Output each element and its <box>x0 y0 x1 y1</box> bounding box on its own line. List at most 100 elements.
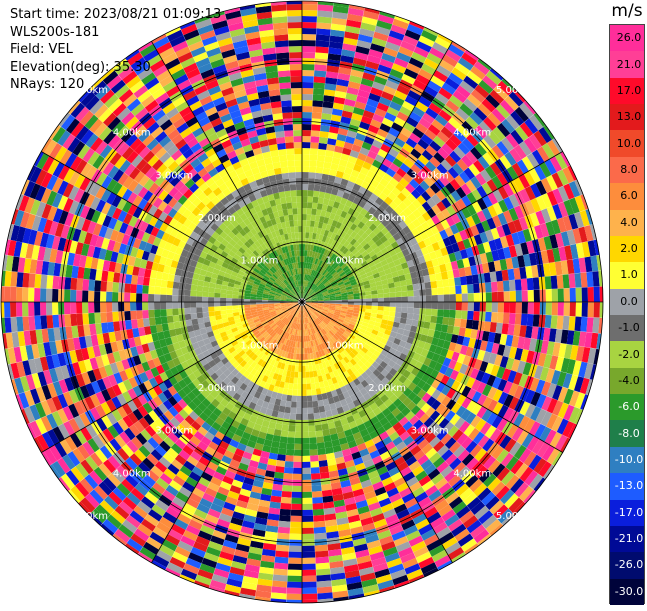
velocity-gate <box>322 101 334 109</box>
velocity-gate <box>255 2 271 8</box>
velocity-gate <box>239 331 247 337</box>
velocity-gate <box>277 70 291 78</box>
velocity-gate <box>180 174 191 185</box>
velocity-gate <box>359 208 368 217</box>
velocity-gate <box>231 327 239 333</box>
velocity-gate <box>304 250 308 257</box>
velocity-gate <box>302 509 314 516</box>
velocity-gate <box>438 87 453 100</box>
velocity-gate <box>221 173 231 183</box>
velocity-gate <box>274 318 281 324</box>
velocity-gate <box>72 362 82 376</box>
velocity-gate <box>228 320 236 326</box>
velocity-gate <box>483 134 497 149</box>
velocity-gate <box>112 421 124 435</box>
velocity-gate <box>25 374 36 391</box>
velocity-gate <box>130 57 147 71</box>
velocity-gate <box>302 467 311 474</box>
velocity-gate <box>483 272 491 283</box>
velocity-gate <box>91 508 107 524</box>
velocity-gate <box>280 296 287 299</box>
velocity-gate <box>555 232 565 248</box>
velocity-gate <box>284 312 291 317</box>
velocity-gate <box>244 241 252 249</box>
velocity-gate <box>319 267 324 274</box>
velocity-gate <box>201 205 211 215</box>
velocity-gate <box>389 227 398 237</box>
velocity-gate <box>471 188 483 201</box>
velocity-gate <box>347 7 364 17</box>
velocity-gate <box>311 208 317 216</box>
velocity-gate <box>249 275 256 281</box>
velocity-gate <box>363 203 372 212</box>
velocity-gate <box>297 274 300 281</box>
velocity-gate <box>311 297 318 300</box>
velocity-gate <box>95 504 111 519</box>
velocity-gate <box>391 187 402 197</box>
velocity-gate <box>193 162 205 173</box>
velocity-gate <box>112 169 125 183</box>
velocity-gate <box>292 302 299 305</box>
velocity-gate <box>281 246 286 254</box>
velocity-gate <box>409 21 425 30</box>
velocity-gate <box>500 99 515 115</box>
velocity-gate <box>481 98 496 113</box>
velocity-gate <box>346 13 363 23</box>
velocity-gate <box>222 321 230 328</box>
velocity-gate <box>287 563 302 570</box>
velocity-gate <box>281 203 288 211</box>
velocity-gate <box>277 321 284 328</box>
velocity-gate <box>556 169 569 186</box>
velocity-gate <box>284 287 291 292</box>
velocity-gate <box>464 49 479 61</box>
velocity-gate <box>82 290 89 302</box>
velocity-gate <box>46 174 58 191</box>
velocity-gate <box>104 495 119 510</box>
velocity-gate <box>302 292 305 299</box>
velocity-gate <box>289 283 294 290</box>
velocity-gate <box>440 246 449 257</box>
velocity-gate <box>228 336 237 343</box>
velocity-gate <box>305 299 312 302</box>
velocity-gate <box>324 236 331 244</box>
velocity-gate <box>505 257 514 270</box>
velocity-gate <box>221 280 229 287</box>
velocity-gate <box>276 235 283 243</box>
velocity-gate <box>19 242 29 258</box>
velocity-gate <box>335 293 342 297</box>
velocity-gate <box>31 343 40 359</box>
velocity-gate <box>277 276 284 283</box>
velocity-gate <box>364 287 372 292</box>
velocity-gate <box>40 315 48 330</box>
velocity-gate <box>127 400 138 412</box>
velocity-gate <box>528 134 542 150</box>
velocity-gate <box>237 57 252 67</box>
velocity-gate <box>389 219 399 228</box>
velocity-gate <box>109 362 119 375</box>
velocity-gate <box>333 273 340 279</box>
velocity-gate <box>10 271 18 287</box>
velocity-gate <box>171 68 186 81</box>
velocity-gate <box>428 234 438 245</box>
velocity-gate <box>224 179 234 188</box>
velocity-gate <box>340 254 348 261</box>
velocity-gate <box>264 248 271 256</box>
velocity-gate <box>319 215 325 223</box>
velocity-gate <box>496 172 509 186</box>
velocity-gate <box>516 159 529 174</box>
velocity-gate <box>150 142 163 155</box>
velocity-gate <box>122 379 133 391</box>
velocity-gate <box>159 371 169 382</box>
velocity-gate <box>163 182 175 194</box>
velocity-gate <box>252 147 263 156</box>
velocity-gate <box>288 284 293 290</box>
velocity-gate <box>316 436 325 444</box>
velocity-gate <box>321 235 328 243</box>
velocity-gate <box>378 270 386 277</box>
velocity-gate <box>89 234 99 247</box>
velocity-gate <box>274 263 281 270</box>
velocity-gate <box>526 240 535 254</box>
velocity-gate <box>269 321 276 328</box>
velocity-gate <box>312 232 317 240</box>
velocity-gate <box>167 396 178 407</box>
